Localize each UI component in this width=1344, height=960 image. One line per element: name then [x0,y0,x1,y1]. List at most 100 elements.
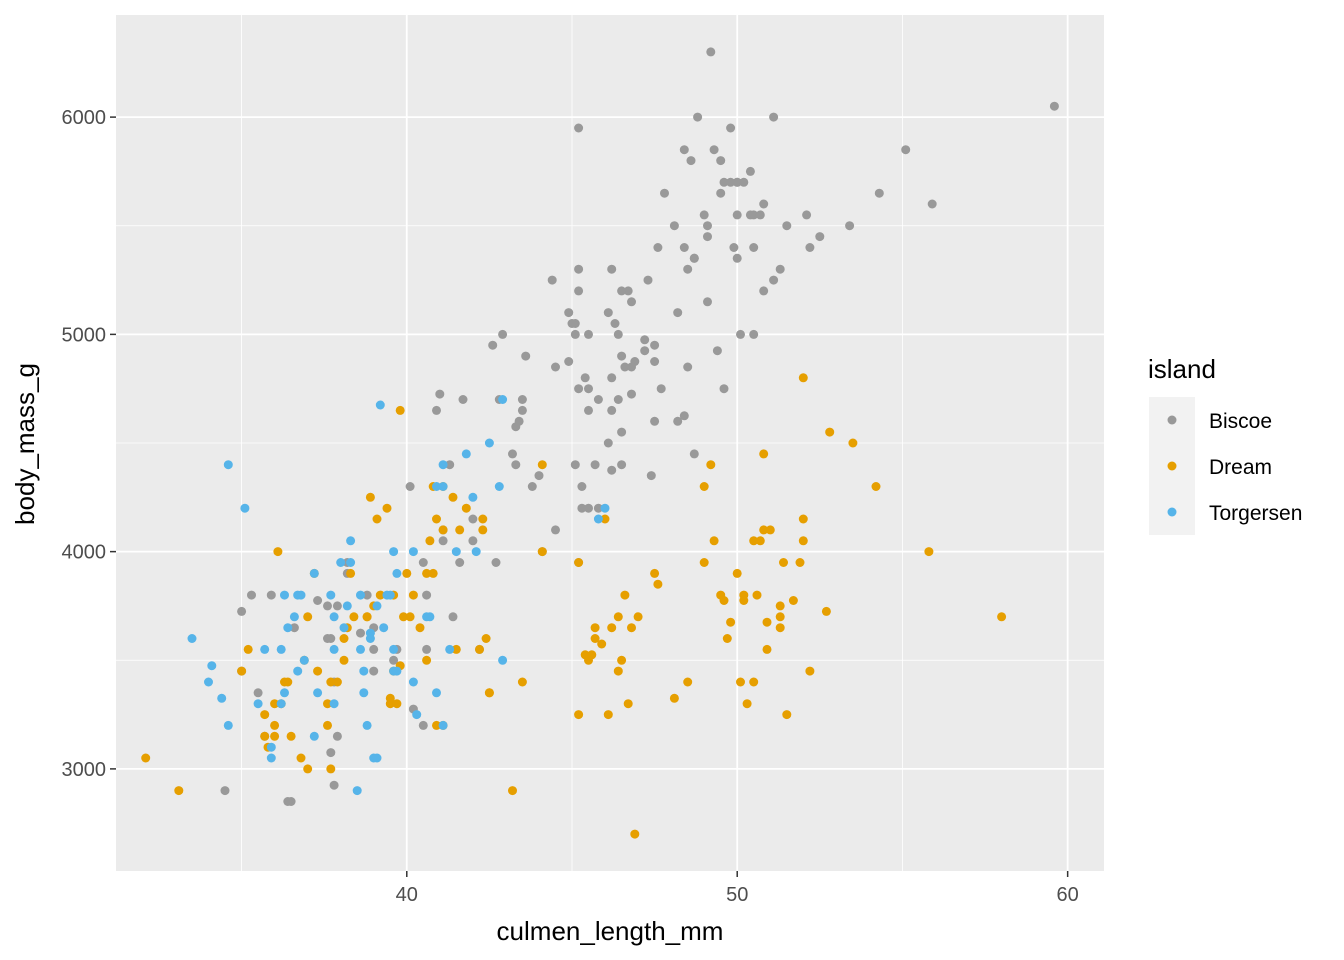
data-point-biscoe [448,612,458,622]
data-point-biscoe [574,384,584,394]
data-point-torgersen [299,655,309,665]
data-point-torgersen [600,503,610,513]
data-point-biscoe [617,427,627,437]
data-point-biscoe [432,405,441,415]
data-point-biscoe [438,536,448,546]
data-point-dream [243,644,253,654]
data-point-biscoe [699,210,709,220]
data-point-torgersen [223,720,233,730]
data-point-biscoe [703,232,712,242]
data-point-biscoe [574,264,584,274]
data-point-torgersen [329,612,339,622]
data-point-biscoe [769,112,779,122]
data-point-torgersen [392,568,402,578]
data-point-biscoe [669,221,679,231]
data-point-dream [270,720,280,730]
data-point-biscoe [607,405,617,415]
data-point-biscoe [726,123,736,133]
x-tick-label: 60 [1057,884,1079,906]
data-point-biscoe [584,405,593,415]
data-point-torgersen [266,753,276,763]
data-point-dream [296,753,306,763]
y-tick-label: 6000 [62,107,107,129]
data-point-torgersen [204,677,213,687]
data-point-torgersen [375,400,385,410]
data-point-biscoe [719,177,729,187]
data-point-dream [633,612,643,622]
data-point-torgersen [309,731,319,741]
data-point-torgersen [471,547,481,557]
data-point-dream [375,590,385,600]
data-point-dream [669,693,679,703]
data-point-dream [455,525,465,535]
data-point-biscoe [656,384,666,394]
data-point-torgersen [240,503,250,513]
data-point-biscoe [802,210,812,220]
x-axis-ticks: 40 50 60 [396,871,1079,906]
data-point-biscoe [253,688,263,698]
data-point-dream [395,405,405,415]
data-point-dream [422,568,432,578]
data-point-dream [590,623,600,633]
data-point-dream [372,514,382,524]
data-point-dream [339,634,349,643]
data-point-dream [798,373,808,383]
data-point-biscoe [607,264,617,274]
data-point-biscoe [551,525,560,535]
data-point-torgersen [382,590,392,600]
data-point-dream [517,677,527,687]
data-point-biscoe [660,188,669,198]
data-point-biscoe [650,416,660,426]
data-point-biscoe [686,156,696,166]
data-point-biscoe [745,166,755,176]
data-point-torgersen [422,612,432,622]
data-point-biscoe [703,221,712,231]
legend-key-biscoe [1167,415,1177,425]
data-point-dream [749,677,759,687]
data-point-biscoe [422,644,432,654]
data-point-biscoe [607,465,617,475]
data-point-biscoe [551,362,560,372]
data-point-biscoe [732,210,742,220]
data-point-torgersen [342,601,352,611]
data-point-biscoe [567,319,577,328]
data-point-biscoe [289,623,299,633]
data-point-biscoe [673,416,683,426]
data-point-dream [630,829,640,839]
y-tick-label: 4000 [62,542,107,564]
data-point-dream [425,536,435,546]
data-point-torgersen [408,547,418,557]
data-point-torgersen [283,623,293,633]
data-point-biscoe [749,243,759,252]
data-point-torgersen [346,536,356,546]
data-point-dream [706,460,716,470]
data-point-biscoe [418,720,428,730]
data-point-torgersen [494,482,504,491]
data-point-torgersen [289,612,299,622]
data-point-biscoe [577,482,587,491]
data-point-torgersen [389,547,399,557]
data-point-dream [537,460,547,470]
data-point-biscoe [650,357,660,366]
data-point-biscoe [845,221,855,231]
data-point-dream [722,634,732,643]
data-point-torgersen [260,644,270,654]
data-point-dream [795,558,805,567]
data-point-biscoe [247,590,256,600]
data-point-biscoe [356,628,365,638]
data-point-dream [346,568,356,578]
data-point-dream [587,650,597,660]
data-point-torgersen [329,644,339,654]
data-point-dream [484,688,494,698]
data-point-dream [742,699,752,709]
data-point-biscoe [623,286,633,296]
data-point-dream [739,596,749,605]
data-point-biscoe [679,411,689,421]
data-point-dream [762,617,772,627]
data-point-dream [408,590,418,600]
data-point-biscoe [570,329,580,339]
data-point-dream [755,536,765,546]
data-point-torgersen [438,460,448,470]
data-point-dream [339,655,349,665]
